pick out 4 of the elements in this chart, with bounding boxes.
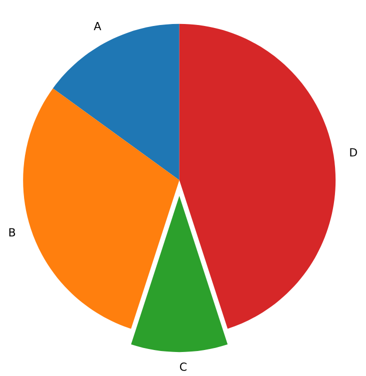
slice-label: C [180, 362, 186, 371]
slice-label: B [9, 228, 16, 236]
slice-label: A [94, 22, 102, 30]
slice-label: D [350, 148, 358, 156]
